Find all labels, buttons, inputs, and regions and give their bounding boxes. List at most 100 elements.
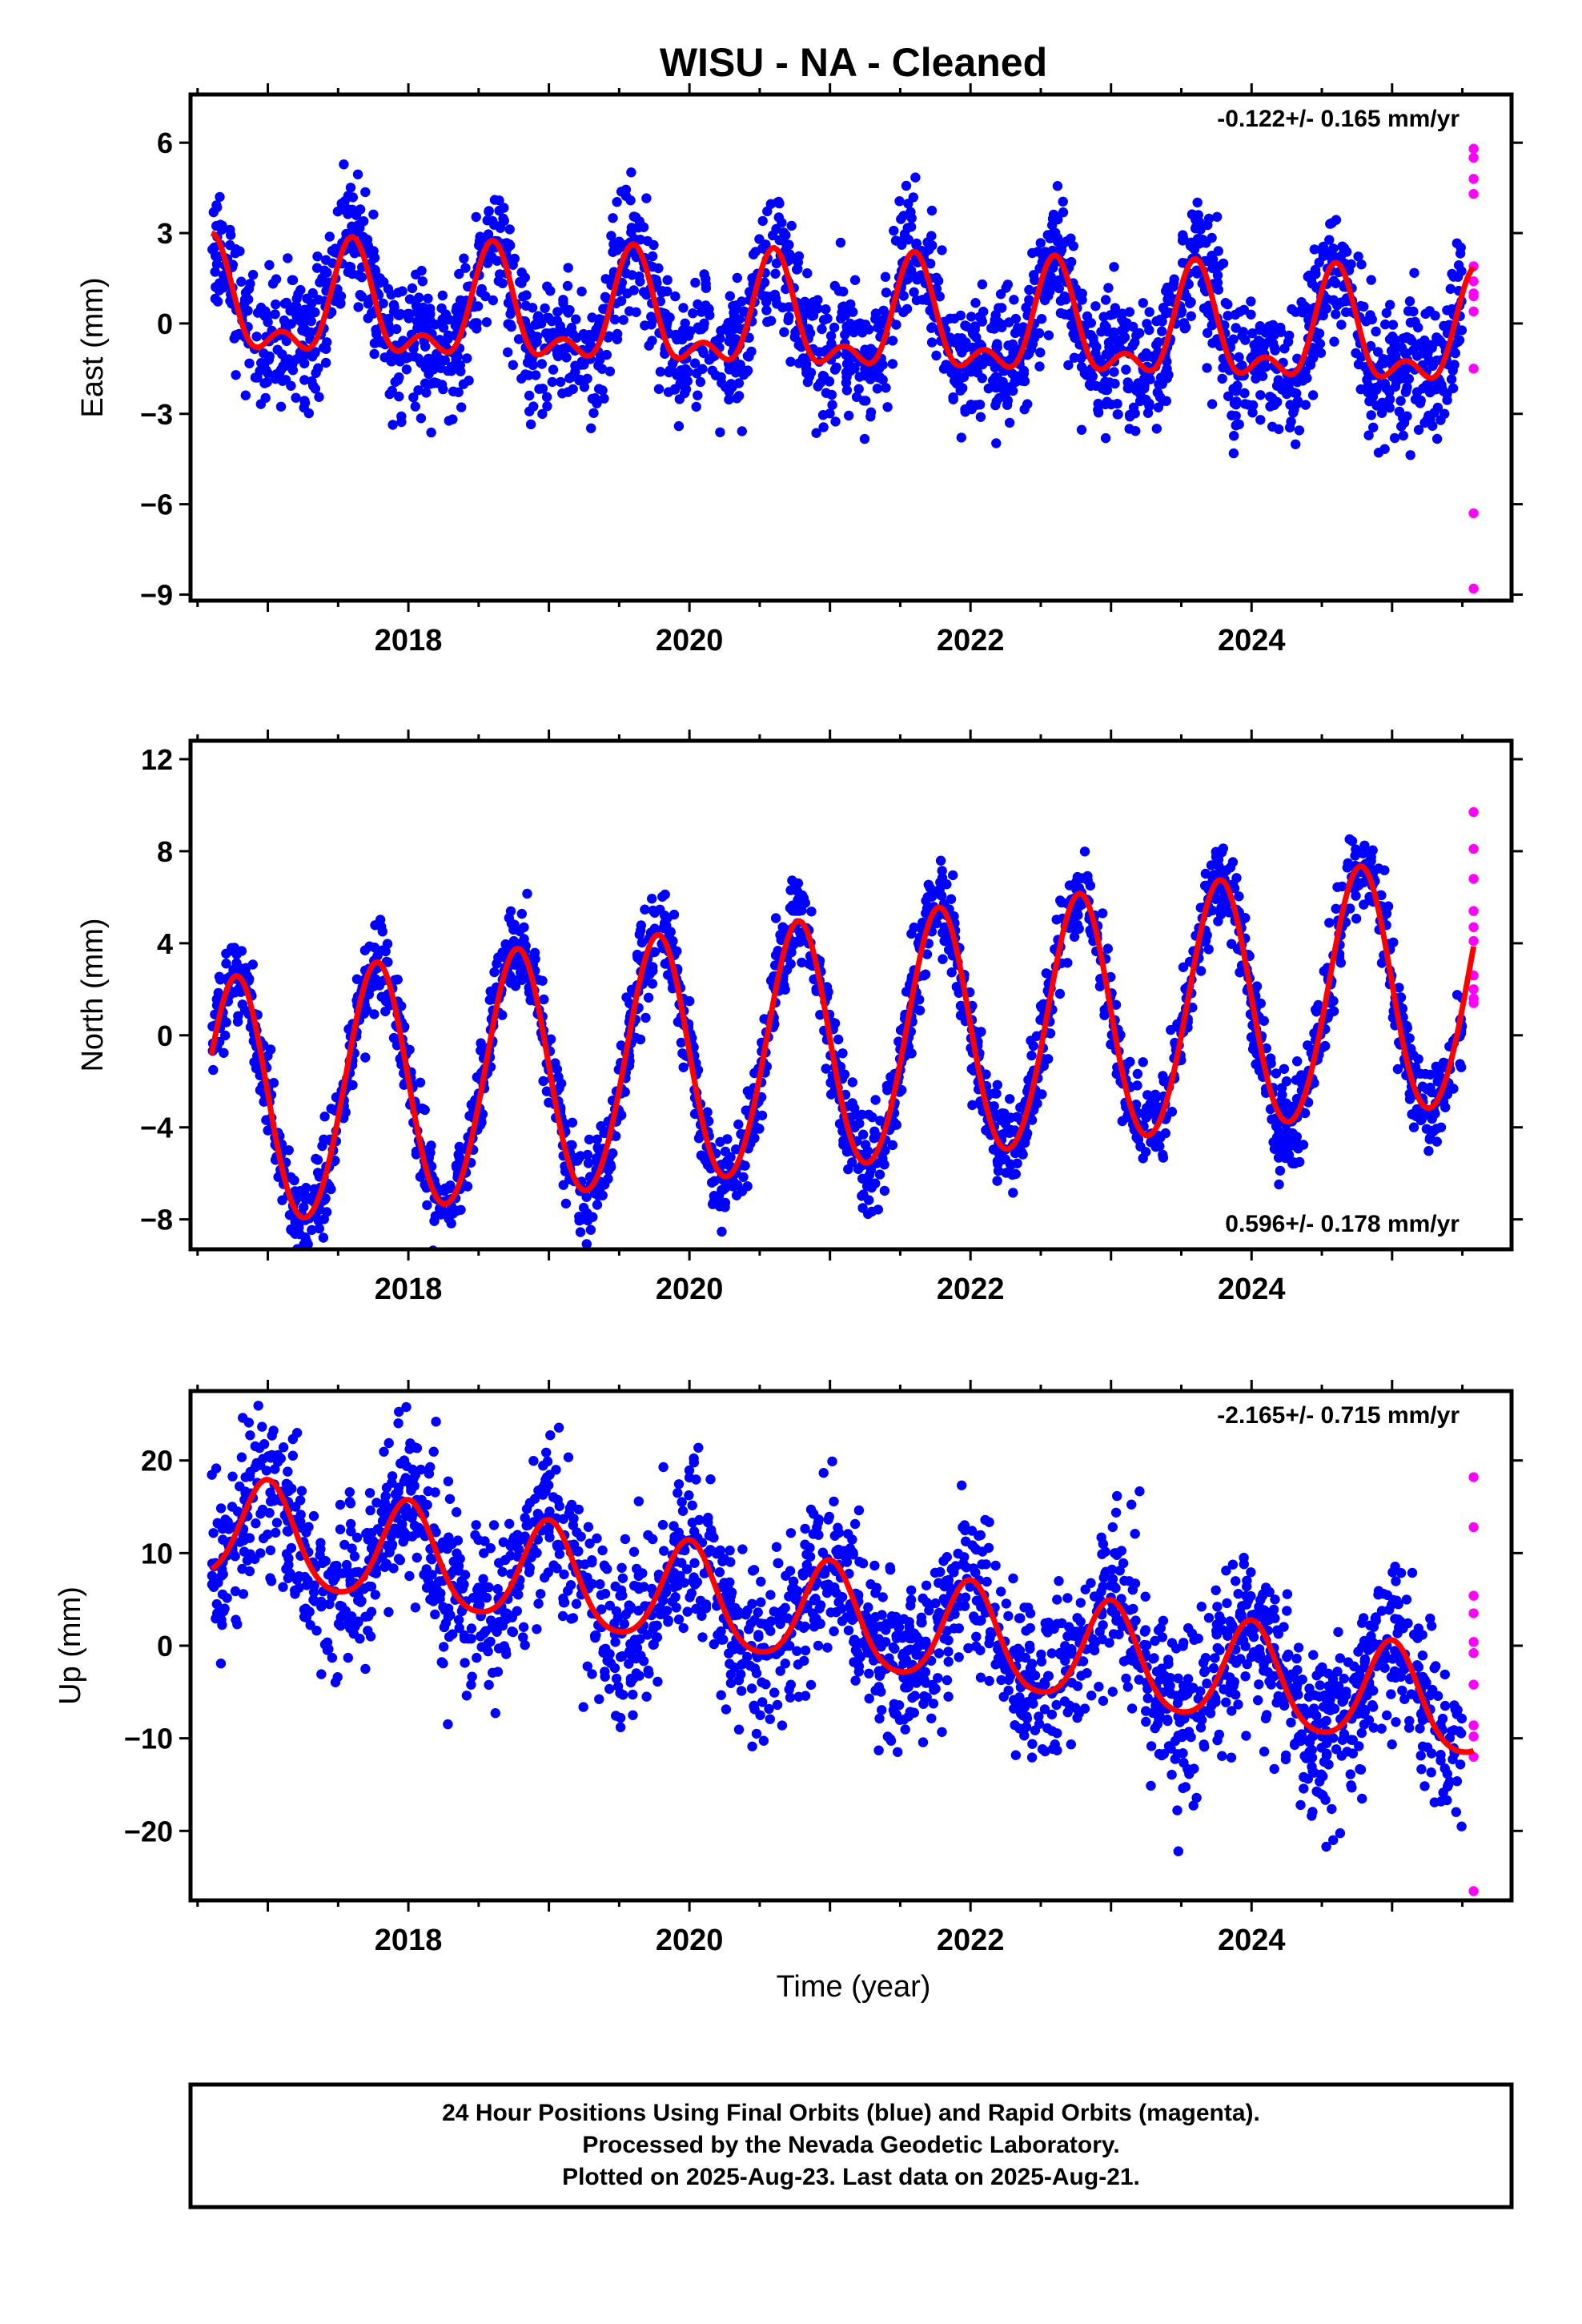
east-final-orbit-point bbox=[1423, 348, 1433, 358]
east-final-orbit-point bbox=[1366, 275, 1376, 285]
east-final-orbit-point bbox=[612, 328, 623, 340]
north-final-orbit-point bbox=[1004, 1128, 1015, 1138]
north-final-orbit-point bbox=[584, 1172, 596, 1182]
north-final-orbit-point bbox=[1328, 1006, 1339, 1016]
east-final-orbit-point bbox=[1223, 311, 1233, 321]
east-final-orbit-point bbox=[1117, 308, 1128, 319]
east-final-orbit-point bbox=[998, 384, 1008, 394]
east-final-orbit-point bbox=[389, 353, 400, 364]
north-final-orbit-point bbox=[967, 1100, 978, 1111]
east-final-orbit-point bbox=[1445, 283, 1456, 294]
east-final-orbit-point bbox=[1122, 377, 1133, 388]
east-final-orbit-point bbox=[1138, 352, 1148, 362]
north-final-orbit-point bbox=[1141, 1112, 1151, 1123]
east-final-orbit-point bbox=[1447, 268, 1457, 279]
east-final-orbit-point bbox=[287, 275, 298, 285]
north-final-orbit-point bbox=[1438, 1057, 1449, 1068]
east-final-orbit-point bbox=[470, 318, 480, 328]
east-final-orbit-point bbox=[568, 328, 578, 340]
north-final-orbit-point bbox=[605, 1162, 616, 1172]
north-final-orbit-point bbox=[906, 928, 917, 939]
east-final-orbit-point bbox=[525, 419, 536, 430]
north-fit-line bbox=[208, 863, 1477, 1221]
east-final-orbit-point bbox=[701, 300, 711, 311]
east-final-orbit-point bbox=[407, 283, 418, 294]
east-final-orbit-point bbox=[374, 278, 385, 288]
north-final-orbit-point bbox=[1351, 913, 1362, 924]
east-final-orbit-point bbox=[1070, 332, 1080, 344]
north-final-orbit-point bbox=[1425, 1084, 1435, 1094]
north-final-orbit-point bbox=[693, 1133, 705, 1144]
east-final-orbit-point bbox=[771, 223, 781, 235]
east-final-orbit-point bbox=[532, 312, 543, 323]
east-final-orbit-point bbox=[321, 255, 331, 265]
east-final-orbit-point bbox=[494, 195, 504, 206]
east-final-orbit-point bbox=[1110, 303, 1121, 313]
east-final-orbit-point bbox=[1063, 360, 1074, 371]
east-final-orbit-point bbox=[310, 384, 321, 394]
north-final-orbit-point bbox=[720, 1146, 731, 1157]
east-final-orbit-point bbox=[616, 187, 627, 197]
east-final-orbit-point bbox=[908, 192, 919, 203]
east-final-orbit-point bbox=[383, 320, 394, 330]
east-final-orbit-point bbox=[1109, 367, 1119, 377]
east-final-orbit-point bbox=[548, 364, 559, 375]
east-final-orbit-point bbox=[590, 393, 600, 404]
east-final-orbit-point bbox=[1270, 345, 1280, 356]
east-final-orbit-point bbox=[737, 426, 747, 436]
east-final-orbit-point bbox=[459, 253, 469, 263]
north-final-orbit-point bbox=[369, 942, 380, 953]
east-final-orbit-point bbox=[1331, 278, 1341, 288]
north-final-orbit-point bbox=[733, 1119, 744, 1130]
east-final-orbit-point bbox=[1112, 399, 1122, 409]
east-final-orbit-point bbox=[898, 291, 909, 301]
east-final-orbit-point bbox=[1157, 326, 1167, 336]
north-final-orbit-point bbox=[1324, 918, 1335, 928]
north-x-tick-label: 2022 bbox=[937, 1273, 1005, 1306]
east-final-orbit-point bbox=[476, 287, 486, 298]
east-final-orbit-point bbox=[909, 287, 919, 297]
north-final-orbit-point bbox=[508, 921, 519, 931]
east-final-orbit-point bbox=[710, 370, 721, 380]
east-final-orbit-point bbox=[647, 336, 657, 346]
north-final-orbit-point bbox=[737, 1186, 748, 1196]
north-final-orbit-point bbox=[211, 994, 222, 1005]
east-final-orbit-point bbox=[601, 349, 612, 360]
north-final-orbit-point bbox=[847, 1157, 857, 1168]
north-final-orbit-point bbox=[1410, 1062, 1421, 1072]
north-final-orbit-point bbox=[918, 971, 930, 981]
north-final-orbit-point bbox=[1342, 862, 1353, 873]
north-final-orbit-point bbox=[837, 1048, 848, 1059]
east-final-orbit-point bbox=[675, 368, 686, 378]
east-final-orbit-point bbox=[882, 402, 893, 412]
east-data-layer bbox=[207, 143, 1479, 594]
east-final-orbit-point bbox=[1042, 230, 1053, 240]
east-final-orbit-point bbox=[1381, 308, 1392, 318]
north-final-orbit-point bbox=[505, 978, 516, 988]
north-rapid-orbit-point bbox=[1468, 998, 1479, 1008]
north-final-orbit-point bbox=[1376, 958, 1387, 968]
north-final-orbit-point bbox=[305, 1283, 315, 1293]
north-final-orbit-point bbox=[806, 907, 817, 917]
east-final-orbit-point bbox=[604, 366, 616, 376]
east-final-orbit-point bbox=[690, 277, 701, 288]
east-final-orbit-point bbox=[570, 367, 580, 377]
east-final-orbit-point bbox=[1142, 319, 1152, 329]
east-final-orbit-point bbox=[873, 364, 885, 374]
north-final-orbit-point bbox=[676, 1037, 687, 1048]
north-final-orbit-point bbox=[647, 979, 658, 989]
east-final-orbit-point bbox=[264, 259, 275, 271]
north-final-orbit-point bbox=[1359, 899, 1369, 910]
north-final-orbit-point bbox=[426, 1140, 436, 1151]
east-final-orbit-point bbox=[977, 316, 988, 327]
east-final-orbit-point bbox=[471, 211, 481, 223]
north-final-orbit-point bbox=[849, 1120, 859, 1130]
east-final-orbit-point bbox=[1336, 320, 1347, 330]
north-final-orbit-point bbox=[1351, 844, 1361, 854]
north-final-orbit-point bbox=[1274, 1179, 1284, 1190]
east-final-orbit-point bbox=[682, 376, 693, 387]
east-final-orbit-point bbox=[481, 317, 492, 328]
north-final-orbit-point bbox=[318, 1232, 329, 1243]
north-final-orbit-point bbox=[728, 1181, 739, 1192]
east-final-orbit-point bbox=[958, 383, 968, 393]
